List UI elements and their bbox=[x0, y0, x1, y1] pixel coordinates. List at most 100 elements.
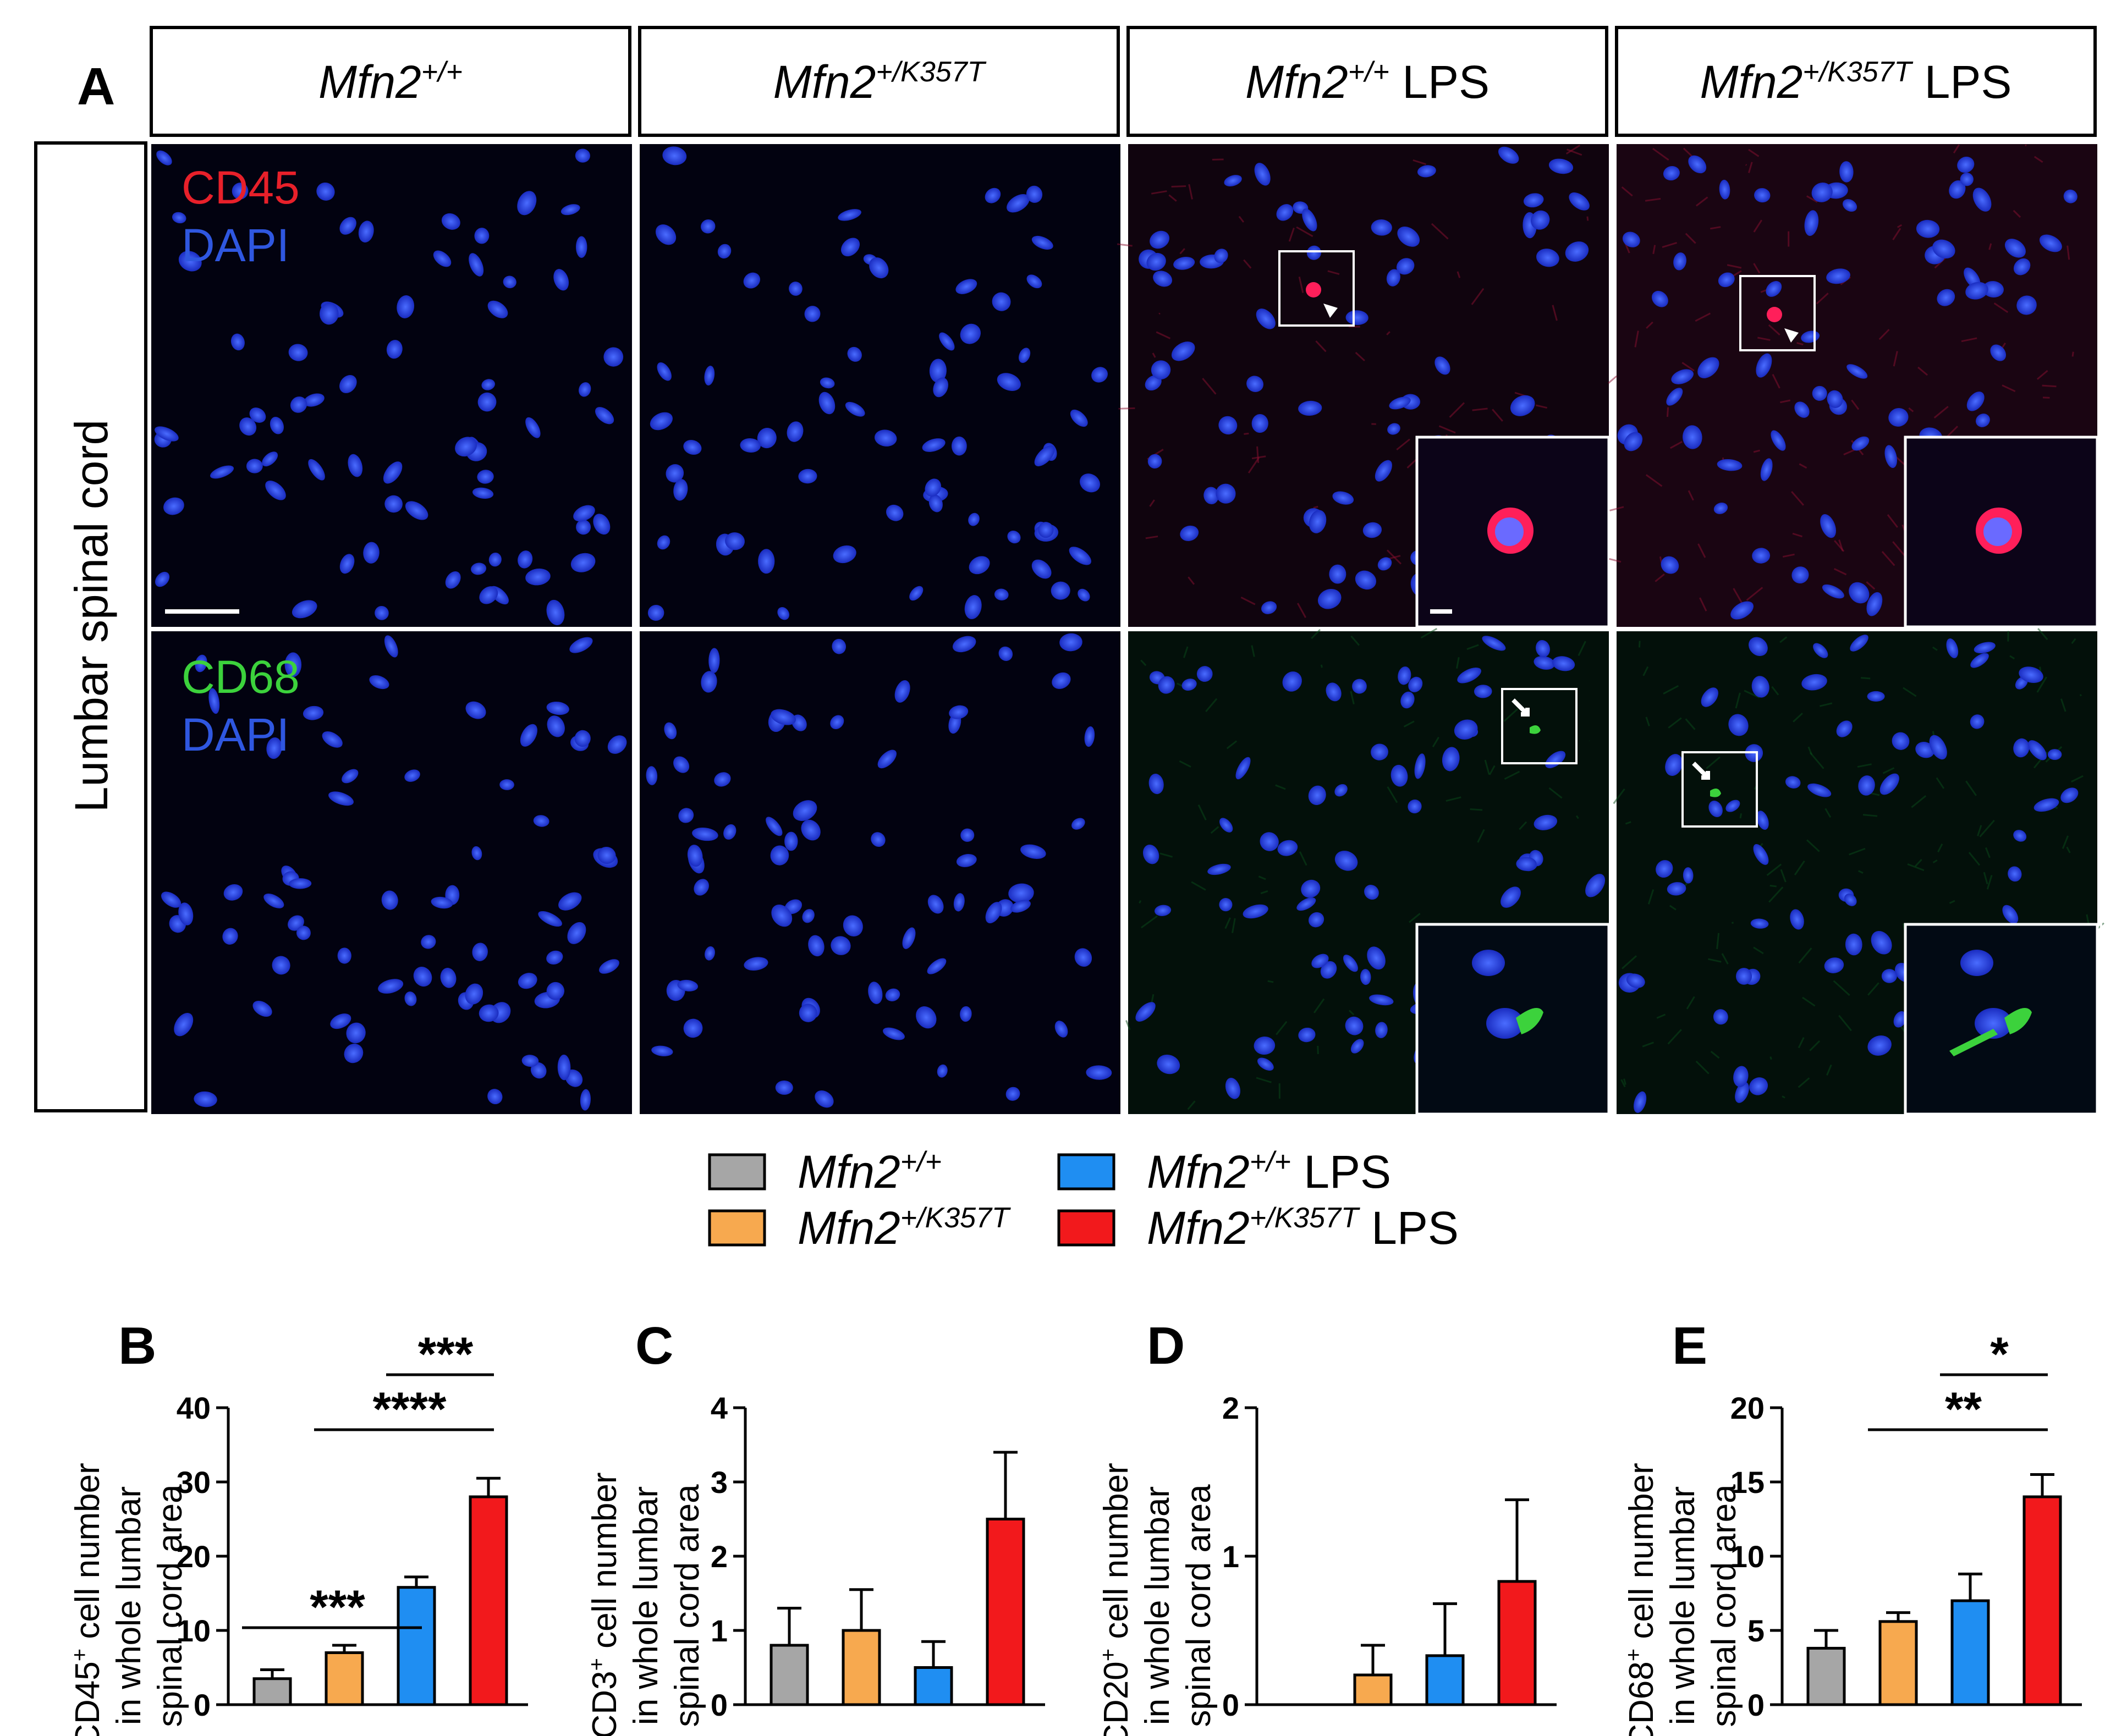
bar-e-4 bbox=[2022, 1495, 2062, 1706]
zoom-region-box bbox=[1681, 751, 1758, 828]
y-axis-label-line3: spinal cord area bbox=[1705, 1484, 1743, 1727]
y-axis-label-line1: CD20+ cell number bbox=[1096, 1463, 1135, 1736]
bar-c-2 bbox=[842, 1629, 881, 1706]
bar-c-3 bbox=[914, 1666, 953, 1706]
micrograph-r1-c1 bbox=[151, 144, 632, 627]
panel-letter-e: E bbox=[1672, 1316, 1707, 1375]
y-tick-label: 40 bbox=[177, 1391, 211, 1425]
y-axis-label-line3: spinal cord area bbox=[668, 1484, 706, 1727]
bar-e-1 bbox=[1806, 1646, 1846, 1706]
zoom-region-box bbox=[1501, 688, 1578, 764]
panel-letter-d: D bbox=[1147, 1316, 1185, 1375]
column-header-1: Mfn2+/+ bbox=[318, 56, 463, 108]
column-header-box bbox=[150, 26, 631, 137]
legend-swatch-1 bbox=[708, 1153, 766, 1191]
column-header-box bbox=[1615, 26, 2097, 137]
column-header-3: Mfn2+/+ LPS bbox=[1245, 56, 1490, 108]
y-tick-label: 3 bbox=[711, 1465, 728, 1500]
arrowhead-marker bbox=[1323, 304, 1338, 318]
micrograph-r2-c3 bbox=[1125, 627, 1611, 1116]
bar-c-4 bbox=[986, 1518, 1025, 1706]
bar-d-2 bbox=[1353, 1673, 1393, 1706]
stain-label-cd45: CD45 bbox=[182, 162, 300, 213]
y-label-rest: cell number bbox=[1623, 1463, 1661, 1649]
y-tick-label: 0 bbox=[194, 1688, 211, 1722]
micrograph-r1-c2 bbox=[640, 144, 1120, 627]
column-header-2: Mfn2+/K357T bbox=[773, 56, 987, 108]
y-label-marker: CD45 bbox=[69, 1661, 107, 1736]
y-tick-label: 2 bbox=[1222, 1391, 1239, 1425]
panel-letter-a: A bbox=[77, 57, 115, 116]
bar-b-3 bbox=[397, 1586, 436, 1706]
genotype-superscript: +/K357T bbox=[900, 1202, 1011, 1234]
column-headers: Mfn2+/+ Mfn2+/K357T Mfn2+/+ LPS Mfn2+/K357T… bbox=[150, 26, 2097, 137]
significance-label: * bbox=[1990, 1328, 2009, 1381]
y-tick-label: 10 bbox=[177, 1613, 211, 1648]
y-tick-label: 10 bbox=[1730, 1539, 1765, 1574]
zoom-region-box bbox=[1739, 275, 1816, 351]
genotype-gene: Mfn2 bbox=[1700, 56, 1803, 108]
y-axis-label-line1: CD3+ cell number bbox=[585, 1472, 624, 1736]
micrograph-r1-c4 bbox=[1608, 144, 2099, 629]
chart-c: C 0 1 2 3 4 CD3+ cell number in whole lumbar spi… bbox=[585, 1316, 1045, 1736]
genotype-superscript: +/K357T bbox=[1250, 1202, 1360, 1234]
y-tick-label: 1 bbox=[711, 1613, 728, 1648]
significance-label: *** bbox=[310, 1581, 365, 1634]
y-tick-label: 20 bbox=[177, 1539, 211, 1574]
y-tick-label: 0 bbox=[711, 1688, 728, 1722]
y-tick-label: 0 bbox=[1222, 1688, 1239, 1722]
y-axis-label-line2: in whole lumbar bbox=[110, 1486, 148, 1725]
legend-swatch-4 bbox=[1057, 1209, 1115, 1247]
stain-label-cd68: CD68 bbox=[182, 651, 300, 703]
y-label-marker: CD68 bbox=[1623, 1661, 1661, 1736]
y-tick-label: 0 bbox=[1747, 1688, 1765, 1722]
y-axis-label-line3: spinal cord area bbox=[1180, 1484, 1218, 1727]
genotype-superscript: +/+ bbox=[421, 56, 463, 88]
row-label: Lumbar spinal cord bbox=[65, 420, 117, 812]
y-tick-label: 15 bbox=[1730, 1465, 1765, 1500]
y-axis-label-line1: CD45+ cell number bbox=[68, 1463, 107, 1736]
y-axis-label-line2: in whole lumbar bbox=[1664, 1486, 1702, 1725]
genotype-gene: Mfn2 bbox=[773, 56, 876, 108]
legend-label-1: Mfn2+/+ bbox=[798, 1146, 942, 1198]
y-tick-label: 20 bbox=[1730, 1391, 1765, 1425]
column-header-box bbox=[638, 26, 1120, 137]
row-label-box: Lumbar spinal cord bbox=[34, 141, 147, 1112]
y-label-rest: cell number bbox=[586, 1472, 624, 1658]
chart-d: D 0 1 2 CD20+ cell number in whole lumbar spin… bbox=[1096, 1316, 1557, 1736]
y-label-marker: CD20 bbox=[1097, 1661, 1135, 1736]
genotype-gene: Mfn2 bbox=[1147, 1202, 1250, 1254]
legend-swatch-2 bbox=[708, 1209, 766, 1247]
genotype-gene: Mfn2 bbox=[1245, 56, 1348, 108]
genotype-superscript: +/K357T bbox=[876, 56, 986, 88]
y-tick-label: 5 bbox=[1747, 1613, 1765, 1648]
stain-label-dapi-top: DAPI bbox=[182, 219, 289, 271]
genotype-suffix: LPS bbox=[1389, 56, 1490, 108]
column-header-box bbox=[1126, 26, 1608, 137]
genotype-suffix: LPS bbox=[1359, 1202, 1459, 1254]
column-header-4: Mfn2+/K357T LPS bbox=[1700, 56, 2012, 108]
y-tick-label: 2 bbox=[711, 1539, 728, 1574]
stain-label-dapi-bottom: DAPI bbox=[182, 709, 289, 760]
bar-b-1 bbox=[252, 1677, 292, 1706]
genotype-suffix: LPS bbox=[1291, 1146, 1391, 1198]
genotype-superscript: +/+ bbox=[1250, 1146, 1291, 1178]
y-axis-label-line2: in whole lumbar bbox=[1139, 1486, 1177, 1725]
micrograph-r2-c1 bbox=[151, 631, 632, 1114]
bar-e-2 bbox=[1878, 1620, 1918, 1706]
y-axis-label-line1: CD68+ cell number bbox=[1622, 1463, 1661, 1736]
y-axis-label-line3: spinal cord area bbox=[151, 1484, 189, 1727]
genotype-suffix: LPS bbox=[1911, 56, 2011, 108]
y-tick-label: 4 bbox=[711, 1391, 728, 1425]
bar-c-1 bbox=[770, 1644, 809, 1706]
bar-b-4 bbox=[469, 1495, 508, 1706]
y-label-sup: + bbox=[68, 1649, 92, 1661]
genotype-superscript: +/+ bbox=[1348, 56, 1389, 88]
micrograph-r1-c3 bbox=[1117, 144, 1611, 629]
significance-label: ** bbox=[1945, 1383, 1982, 1436]
legend-label-4: Mfn2+/K357T LPS bbox=[1147, 1202, 1459, 1254]
bar-b-2 bbox=[325, 1651, 364, 1706]
